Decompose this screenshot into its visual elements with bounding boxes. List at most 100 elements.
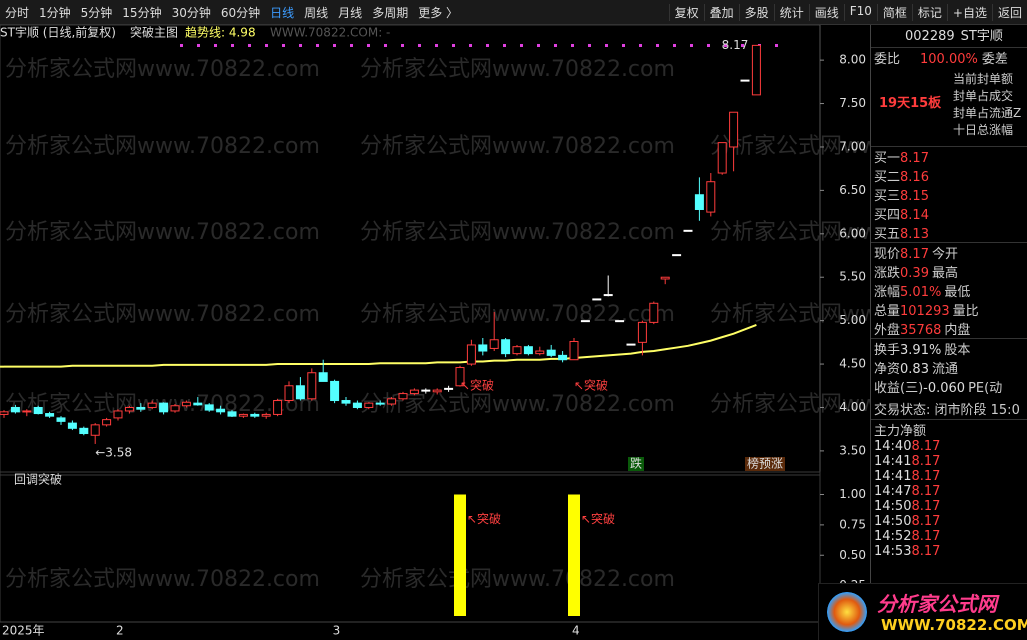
stat-label: 今开	[931, 247, 958, 262]
logo-icon	[827, 592, 867, 632]
candle-body	[535, 350, 545, 355]
y-tick-label: 4.50	[839, 357, 866, 371]
tool-button[interactable]: 简框	[876, 3, 912, 21]
stat-value: -0.060	[923, 381, 966, 396]
row: 14:418.17	[871, 469, 1027, 484]
dot	[554, 44, 557, 47]
x-tick-label: 3	[333, 624, 341, 638]
tool-button[interactable]: F10	[843, 3, 877, 21]
candle-body	[626, 343, 636, 346]
ma-label: 趋势线: 4.98	[185, 26, 256, 40]
candle-body	[637, 321, 647, 343]
candle-body	[387, 398, 397, 405]
tab[interactable]: 月线	[338, 5, 363, 20]
candle-body	[398, 393, 408, 400]
candle-body	[478, 344, 488, 352]
candle-body	[318, 372, 328, 382]
tab[interactable]: 多周期	[372, 5, 409, 20]
dot	[231, 44, 234, 47]
tool-button[interactable]: 返回	[991, 3, 1027, 21]
tool-button[interactable]: 画线	[808, 3, 844, 21]
tick-time: 14:40	[874, 439, 912, 454]
dot	[418, 44, 421, 47]
candle-body	[67, 422, 77, 429]
y-tick-label: 1.00	[839, 487, 866, 501]
candle-body	[159, 402, 169, 413]
tab[interactable]: 分时	[5, 5, 30, 20]
quote-panel: 002289 ST宇顺 委比 100.00% 委差 19天15板 当前封单额 封单占成交 封单占…	[870, 25, 1027, 640]
tick-price: 8.17	[911, 544, 941, 559]
tool-button[interactable]: 统计	[773, 3, 809, 21]
row: 换手3.91% 股本	[871, 339, 1027, 358]
logo-name: 分析家公式网	[877, 592, 997, 616]
label: 委差	[981, 52, 1008, 67]
candle-body	[284, 385, 294, 402]
tick-time: 14:41	[874, 454, 912, 469]
dot	[588, 44, 591, 47]
dot	[741, 44, 744, 47]
y-tick-label: 6.50	[839, 183, 866, 197]
row: 外盘35768 内盘	[871, 319, 1027, 338]
tool-button[interactable]: 标记	[911, 3, 947, 21]
y-tick-label: 4.00	[839, 400, 866, 414]
dot	[775, 44, 778, 47]
toolbar: 分时 1分钟 5分钟 15分钟 30分钟 60分钟 日线 周线 月线 多周期 更多 〉 复权 叠加 多股统…	[0, 0, 1027, 25]
y-tick-label: 7.50	[839, 96, 866, 110]
stat-label: 净资	[874, 362, 901, 377]
row: 14:408.17	[871, 439, 1027, 454]
dot	[469, 44, 472, 47]
dot	[214, 44, 217, 47]
seal-label: 封单占成交	[953, 89, 1014, 103]
candle-body	[33, 406, 43, 415]
tool-button[interactable]: 多股	[738, 3, 774, 21]
stat-label: 量比	[952, 304, 979, 319]
row: 买三8.15	[871, 185, 1027, 204]
tab[interactable]: 30分钟	[171, 5, 211, 20]
candle-body	[432, 389, 442, 393]
dot	[435, 44, 438, 47]
status: 交易状态: 闭市阶段 15:0	[874, 403, 1020, 418]
tab[interactable]: 15分钟	[122, 5, 162, 20]
stat-label: 内盘	[944, 323, 971, 338]
candle-body	[295, 385, 305, 400]
tick-price: 8.17	[911, 529, 941, 544]
dot	[707, 44, 710, 47]
bid-price: 8.15	[900, 189, 929, 204]
tab[interactable]: 60分钟	[220, 5, 261, 20]
tool-button[interactable]: +自选	[946, 3, 992, 21]
row: 净资0.83 流通	[871, 358, 1027, 377]
stat-value: 0.39	[900, 266, 929, 281]
tab[interactable]: 5分钟	[80, 5, 113, 20]
x-tick-label: 4	[572, 624, 580, 638]
stat-label: 现价	[874, 247, 901, 262]
row: 总量101293 量比	[871, 300, 1027, 319]
rise-box	[745, 457, 785, 471]
candle-body	[216, 408, 226, 413]
seal-label: 当前封单额	[953, 72, 1014, 86]
bid-label: 买四	[874, 208, 901, 223]
row: 买五8.13	[871, 223, 1027, 242]
tool-button[interactable]: 复权	[668, 3, 704, 21]
dot	[520, 44, 523, 47]
candle-body	[455, 367, 465, 387]
candle-body	[375, 402, 385, 405]
row: 涨幅5.01% 最低	[871, 281, 1027, 300]
candle-body	[181, 401, 191, 407]
seal-label: 封单占流通Z	[953, 106, 1022, 120]
tool-button[interactable]: 叠加	[703, 3, 739, 21]
tab[interactable]: 更多 〉	[418, 5, 459, 20]
stat-label: PE(动	[968, 381, 1003, 396]
row: 14:418.17	[871, 454, 1027, 469]
tab[interactable]: 周线	[304, 5, 329, 20]
tab[interactable]: 日线	[270, 5, 295, 20]
tab[interactable]: 1分钟	[39, 5, 71, 20]
y-tick-label: 7.00	[839, 139, 866, 153]
high-label: 8.17	[722, 38, 749, 52]
watermark: 分析家公式网www.70822.com	[5, 57, 320, 82]
candle-body	[740, 79, 750, 82]
bid-label: 买三	[874, 189, 901, 204]
stat-label: 股本	[944, 343, 971, 358]
seal-block: 19天15板 当前封单额 封单占成交 封单占流通Z 十日总涨幅	[871, 70, 1027, 140]
stat-value: 3.91%	[900, 343, 942, 358]
candle-body	[501, 339, 511, 355]
